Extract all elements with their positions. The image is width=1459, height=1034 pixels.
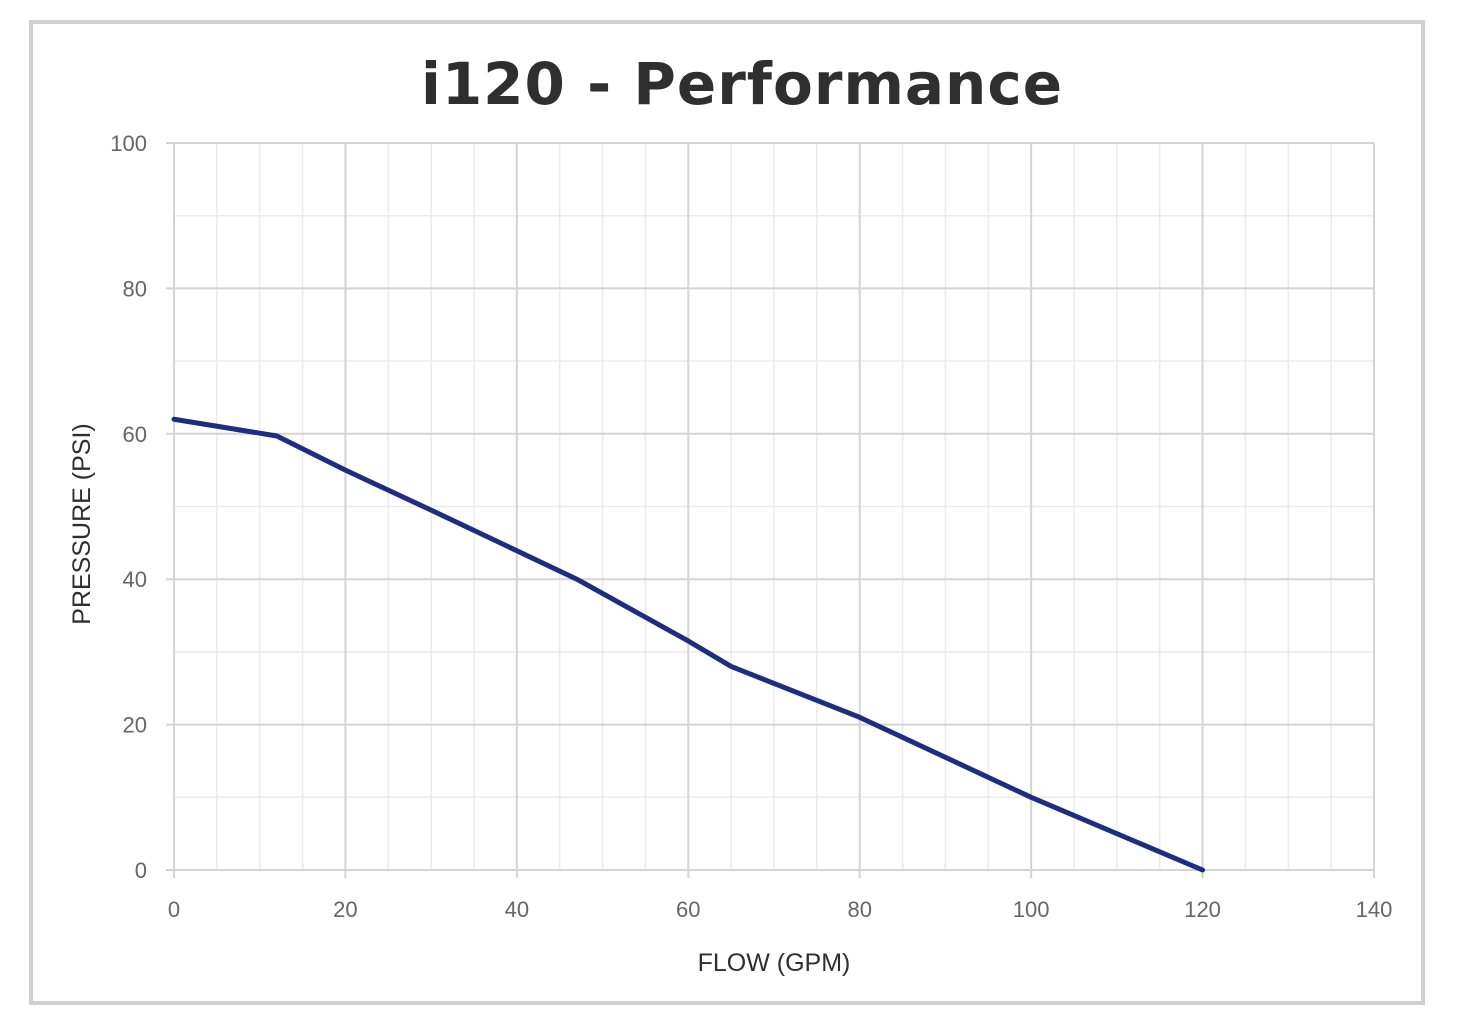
x-tick-label: 20 <box>333 897 357 922</box>
tick-labels: 0 20 40 60 80 100 120 140 0 20 40 60 80 100 <box>110 131 1392 922</box>
x-tick-label: 0 <box>168 897 180 922</box>
x-tick-label: 100 <box>1013 897 1050 922</box>
chart-title: i120 - Performance <box>420 50 1064 118</box>
y-tick-label: 80 <box>123 276 147 301</box>
y-tick-label: 100 <box>110 131 147 156</box>
y-tick-label: 0 <box>135 858 147 883</box>
y-tick-label: 60 <box>123 422 147 447</box>
y-tick-label: 40 <box>123 567 147 592</box>
minor-gridlines <box>174 143 1374 870</box>
x-axis-label: FLOW (GPM) <box>698 949 851 977</box>
performance-curve <box>171 416 1206 873</box>
major-gridlines <box>166 142 1375 878</box>
y-tick-label: 20 <box>123 713 147 738</box>
x-tick-label: 80 <box>847 897 871 922</box>
y-axis-label: PRESSURE (PSI) <box>68 423 96 624</box>
data-series <box>171 416 1206 873</box>
x-tick-label: 60 <box>676 897 700 922</box>
x-tick-label: 120 <box>1184 897 1221 922</box>
x-tick-label: 40 <box>505 897 529 922</box>
chart-frame <box>29 20 1425 1005</box>
x-tick-label: 140 <box>1356 897 1393 922</box>
